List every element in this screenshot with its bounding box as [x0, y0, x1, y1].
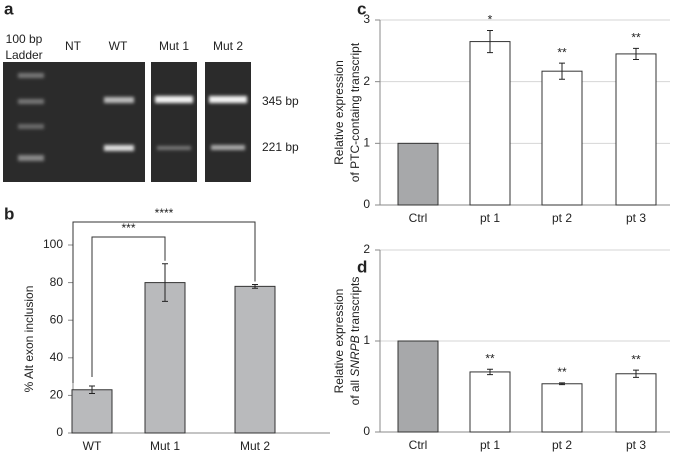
error-bar: [487, 29, 493, 54]
error-bar: [559, 382, 565, 386]
x-tick-label: pt 2: [552, 438, 572, 452]
label-part: of all: [348, 377, 362, 406]
significance-label: **: [631, 352, 641, 366]
error-bar: [487, 368, 493, 376]
label-part: SNRPB: [348, 335, 362, 376]
error-bar: [162, 263, 168, 302]
panel-label: a: [4, 0, 14, 18]
y-tick-label: 0: [363, 424, 370, 438]
significance-label: **: [557, 365, 567, 379]
x-tick-label: Mut 2: [240, 439, 270, 453]
y-tick-label: 1: [363, 136, 370, 150]
bar: [541, 70, 583, 206]
x-tick-label: pt 2: [552, 211, 572, 225]
y-tick-label: 1: [363, 333, 370, 347]
y-axis-label: % Alt exon inclusion: [22, 286, 36, 393]
x-tick-label: pt 3: [626, 438, 646, 452]
y-tick-label: 3: [363, 12, 370, 26]
error-bar: [633, 47, 639, 60]
x-tick-label: Mut 1: [150, 439, 180, 453]
bar: [615, 53, 657, 206]
y-axis-label: Relative expression: [332, 289, 346, 394]
error-bar: [559, 62, 565, 80]
lane-label: Ladder: [5, 48, 42, 62]
y-tick-label: 0: [363, 197, 370, 211]
y-tick-label: 80: [50, 275, 64, 289]
significance-label: **: [631, 31, 641, 45]
gel-image: [151, 62, 197, 182]
label-part: Relative expression: [332, 60, 346, 165]
gel-image: [3, 62, 145, 182]
y-tick-label: 40: [50, 350, 64, 364]
x-tick-label: Ctrl: [409, 211, 428, 225]
panel-label: d: [357, 257, 367, 276]
label-part: transcripts: [348, 277, 362, 336]
y-axis-label: of PTC-containg transcript: [348, 42, 362, 182]
label-part: of PTC-containg transcript: [348, 42, 362, 182]
bar: [469, 371, 511, 433]
significance-label: ****: [155, 206, 174, 220]
band-label: 221 bp: [262, 140, 299, 154]
x-tick-label: WT: [83, 439, 102, 453]
y-tick-label: 20: [50, 388, 64, 402]
bar: [615, 373, 657, 433]
gel-image: [205, 62, 251, 182]
x-tick-label: pt 1: [480, 211, 500, 225]
lane-label: WT: [109, 39, 128, 53]
bar: [469, 41, 511, 206]
panel-label: c: [357, 0, 366, 18]
gel-bands: [18, 73, 247, 161]
bar: [397, 340, 439, 433]
bar: [541, 383, 583, 433]
label-part: % Alt exon inclusion: [22, 286, 36, 393]
bar: [71, 389, 113, 434]
lane-label: Mut 1: [159, 39, 189, 53]
significance-bracket: [91, 236, 166, 377]
lane-label: 100 bp: [6, 32, 43, 46]
error-bar: [89, 385, 95, 395]
gel-panel: a 100 bp Ladder NT WT Mut 1 Mut 2 345 bp…: [3, 0, 299, 182]
y-tick-label: 0: [56, 425, 63, 439]
y-tick-label: 2: [363, 242, 370, 256]
y-tick-label: 100: [43, 237, 63, 251]
significance-bracket: [72, 221, 256, 383]
x-tick-label: pt 1: [480, 438, 500, 452]
significance-label: *: [488, 13, 493, 27]
bar: [144, 282, 186, 434]
y-axis-label: Relative expression: [332, 60, 346, 165]
error-bar: [633, 369, 639, 378]
y-axis-label: of all SNRPB transcripts: [348, 277, 362, 406]
significance-label: **: [557, 45, 567, 59]
y-tick-label: 60: [50, 312, 64, 326]
band-label: 345 bp: [262, 94, 299, 108]
label-part: Relative expression: [332, 289, 346, 394]
x-tick-label: Ctrl: [409, 438, 428, 452]
lane-label: NT: [65, 39, 82, 53]
error-bar: [252, 283, 258, 289]
significance-label: **: [485, 351, 495, 365]
lane-label: Mut 2: [213, 39, 243, 53]
bar: [234, 285, 276, 434]
panel-label: b: [4, 204, 14, 223]
x-tick-label: pt 3: [626, 211, 646, 225]
significance-label: ***: [121, 221, 135, 235]
bar: [397, 142, 439, 206]
y-tick-label: 2: [363, 74, 370, 88]
